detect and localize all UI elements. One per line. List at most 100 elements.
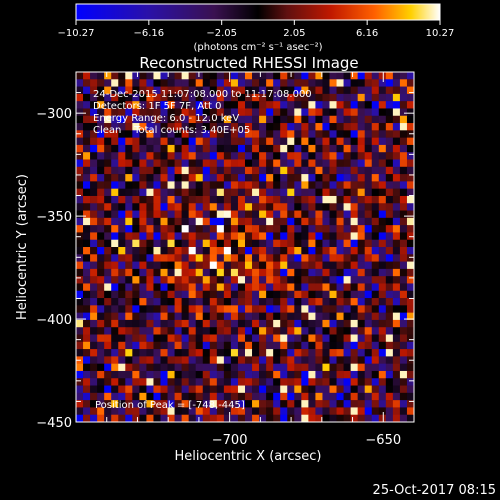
heatmap-cell (97, 319, 105, 328)
heatmap-cell (160, 188, 168, 197)
heatmap-cell (252, 72, 260, 80)
heatmap-cell (216, 407, 225, 416)
heatmap-cell (132, 327, 140, 335)
heatmap-cell (174, 130, 182, 138)
heatmap-cell (167, 298, 175, 306)
heatmap-cell (266, 115, 274, 124)
heatmap-cell (392, 86, 401, 95)
heatmap-cell (399, 239, 408, 248)
heatmap-cell (259, 254, 267, 262)
heatmap-cell (216, 283, 225, 292)
heatmap-cell (202, 225, 211, 233)
heatmap-cell (385, 181, 394, 189)
heatmap-cell (371, 123, 380, 131)
heatmap-cell (125, 378, 133, 386)
heatmap-cell (237, 144, 246, 153)
heatmap-cell (209, 363, 218, 372)
heatmap-cell (146, 108, 154, 117)
heatmap-cell (245, 123, 253, 131)
heatmap-cell (160, 363, 168, 372)
heatmap-cell (223, 400, 232, 408)
heatmap-cell (160, 385, 168, 394)
heatmap-cell (280, 93, 288, 102)
heatmap-cell (392, 166, 401, 175)
heatmap-cell (301, 247, 309, 255)
heatmap-cell (216, 108, 225, 117)
heatmap-cell (90, 86, 98, 95)
heatmap-cell (181, 144, 189, 153)
heatmap-cell (245, 225, 253, 233)
heatmap-cell (90, 108, 98, 117)
heatmap-cell (301, 283, 309, 292)
heatmap-cell (146, 363, 154, 372)
heatmap-cell (83, 123, 91, 131)
heatmap-cell (364, 319, 373, 328)
heatmap-cell (125, 166, 133, 175)
heatmap-cell (188, 392, 197, 401)
heatmap-cell (259, 144, 267, 153)
heatmap-cell (308, 290, 316, 299)
heatmap-cell (350, 195, 358, 204)
heatmap-cell (329, 319, 337, 328)
heatmap-cell (188, 407, 197, 416)
heatmap-cell (301, 319, 309, 328)
heatmap-cell (399, 152, 408, 160)
heatmap-cell (266, 349, 274, 357)
heatmap-cell (195, 166, 204, 175)
heatmap-cell (287, 108, 295, 117)
heatmap-cell (237, 86, 246, 95)
x-tick-label: −700 (212, 433, 248, 448)
heatmap-cell (216, 144, 225, 153)
heatmap-cell (287, 334, 295, 343)
heatmap-cell (76, 217, 84, 226)
heatmap-cell (259, 378, 267, 386)
heatmap-cell (385, 298, 394, 306)
heatmap-cell (385, 86, 394, 95)
heatmap-cell (76, 115, 84, 124)
heatmap-cell (223, 152, 232, 160)
heatmap-cell (343, 86, 351, 95)
heatmap-cell (336, 195, 344, 204)
heatmap-cell (294, 276, 302, 284)
heatmap-cell (160, 159, 168, 168)
heatmap-cell (357, 334, 366, 343)
heatmap-cell (104, 210, 112, 219)
heatmap-cell (336, 152, 344, 160)
heatmap-cell (76, 123, 84, 131)
heatmap-cell (181, 86, 189, 95)
heatmap-cell (216, 356, 225, 364)
heatmap-cell (322, 312, 330, 321)
heatmap-cell (399, 356, 408, 364)
heatmap-cell (104, 283, 112, 292)
heatmap-cell (245, 370, 253, 379)
heatmap-cell (378, 93, 387, 102)
heatmap-cell (118, 130, 126, 138)
heatmap-cell (104, 174, 112, 182)
heatmap-cell (280, 195, 288, 204)
heatmap-cell (195, 123, 204, 131)
heatmap-cell (195, 225, 204, 233)
heatmap-cell (273, 305, 281, 313)
heatmap-cell (230, 101, 239, 109)
heatmap-cell (301, 327, 309, 335)
heatmap-cell (385, 283, 394, 292)
heatmap-cell (216, 232, 225, 241)
heatmap-cell (90, 137, 98, 146)
heatmap-cell (315, 137, 323, 146)
heatmap-cell (202, 137, 211, 146)
heatmap-cell (209, 261, 218, 270)
heatmap-cell (308, 217, 316, 226)
heatmap-cell (97, 392, 105, 401)
heatmap-cell (167, 86, 175, 95)
heatmap-cell (209, 166, 218, 175)
heatmap-cell (104, 290, 112, 299)
heatmap-cell (202, 79, 211, 87)
heatmap-cell (364, 203, 373, 211)
heatmap-cell (392, 407, 401, 416)
heatmap-cell (378, 232, 387, 241)
heatmap-cell (385, 174, 394, 182)
heatmap-cell (301, 305, 309, 313)
heatmap-cell (336, 137, 344, 146)
heatmap-cell (378, 400, 387, 408)
heatmap-cell (392, 385, 401, 394)
